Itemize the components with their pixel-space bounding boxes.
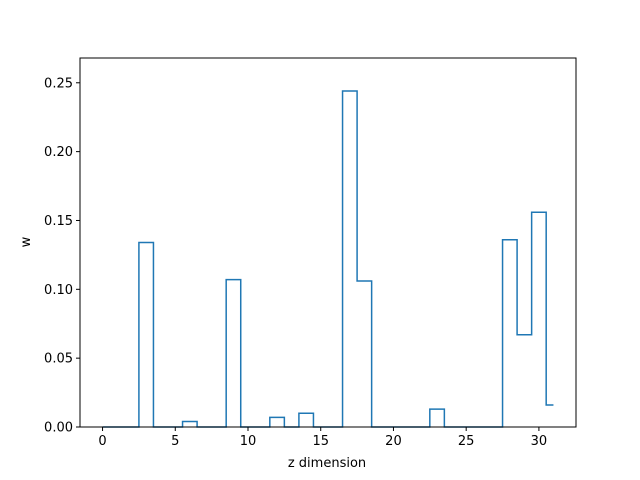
x-tick-label: 25 [458, 434, 475, 449]
y-tick-label: 0.10 [44, 283, 73, 298]
y-tick-label: 0.00 [44, 421, 73, 436]
x-tick-label: 30 [531, 434, 548, 449]
y-tick-label: 0.20 [44, 145, 73, 160]
x-axis-label: z dimension [288, 456, 366, 471]
y-tick-label: 0.15 [44, 214, 73, 229]
x-tick-label: 20 [385, 434, 402, 449]
x-tick-label: 10 [240, 434, 257, 449]
axis-ticks: 0 5 10 15 20 25 30 0.00 0.05 0.10 0.15 0.20 0.25 [44, 76, 547, 449]
x-tick-label: 15 [312, 434, 329, 449]
x-tick-label: 5 [171, 434, 179, 449]
x-tick-label: 0 [98, 434, 106, 449]
axes-frame [79, 57, 577, 428]
y-axis-label: w [19, 236, 34, 247]
y-tick-label: 0.05 [44, 352, 73, 367]
y-tick-label: 0.25 [44, 76, 73, 91]
